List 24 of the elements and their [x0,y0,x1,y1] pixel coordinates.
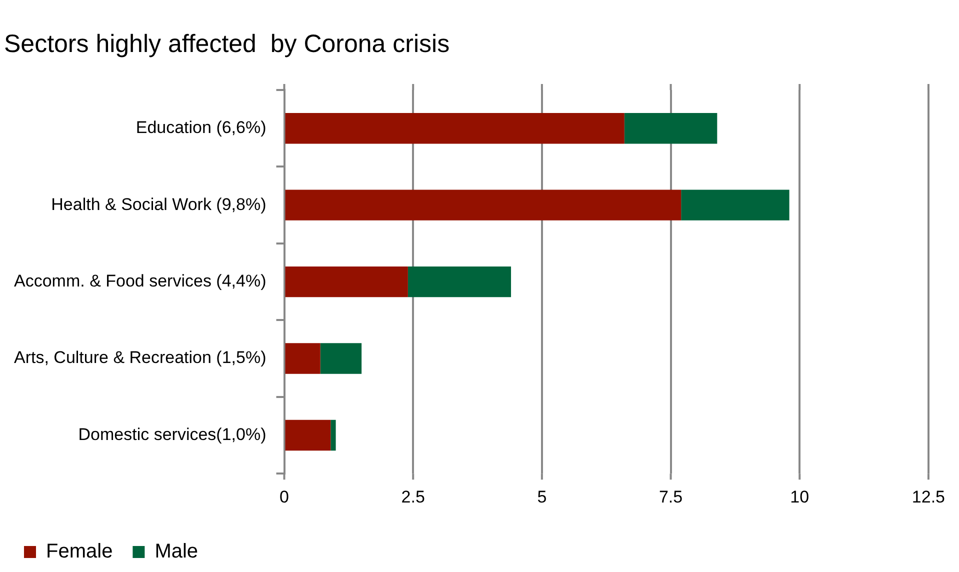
bar [285,420,331,451]
bar [285,190,682,220]
x-tick-label: 0 [280,487,289,506]
bar [285,113,624,144]
x-tick-label: 7.5 [658,487,683,506]
y-tick-label: Education (6,6%) [136,118,266,138]
y-tick-label: Arts, Culture & Recreation (1,5%) [14,348,266,368]
bar [408,266,512,298]
legend-label: Female [46,540,113,563]
x-tick-label: 10 [790,487,810,506]
y-tick-label: Health & Social Work (9,8%) [51,194,266,214]
y-tick-label: Accomm. & Food services (4,4%) [14,271,266,290]
x-tick-label: 2.5 [401,487,425,506]
bar [624,113,718,144]
bar [320,343,362,374]
bar [681,190,790,220]
chart-title: Sectors highly affected by Corona crisis [4,30,450,58]
bar [330,420,336,451]
y-tick-label: Domestic services(1,0%) [78,424,266,444]
bar [285,266,408,298]
x-tick-label: 5 [537,487,547,506]
legend-label: Male [154,540,198,563]
bar [285,343,320,374]
x-tick-label: 12.5 [912,487,946,506]
